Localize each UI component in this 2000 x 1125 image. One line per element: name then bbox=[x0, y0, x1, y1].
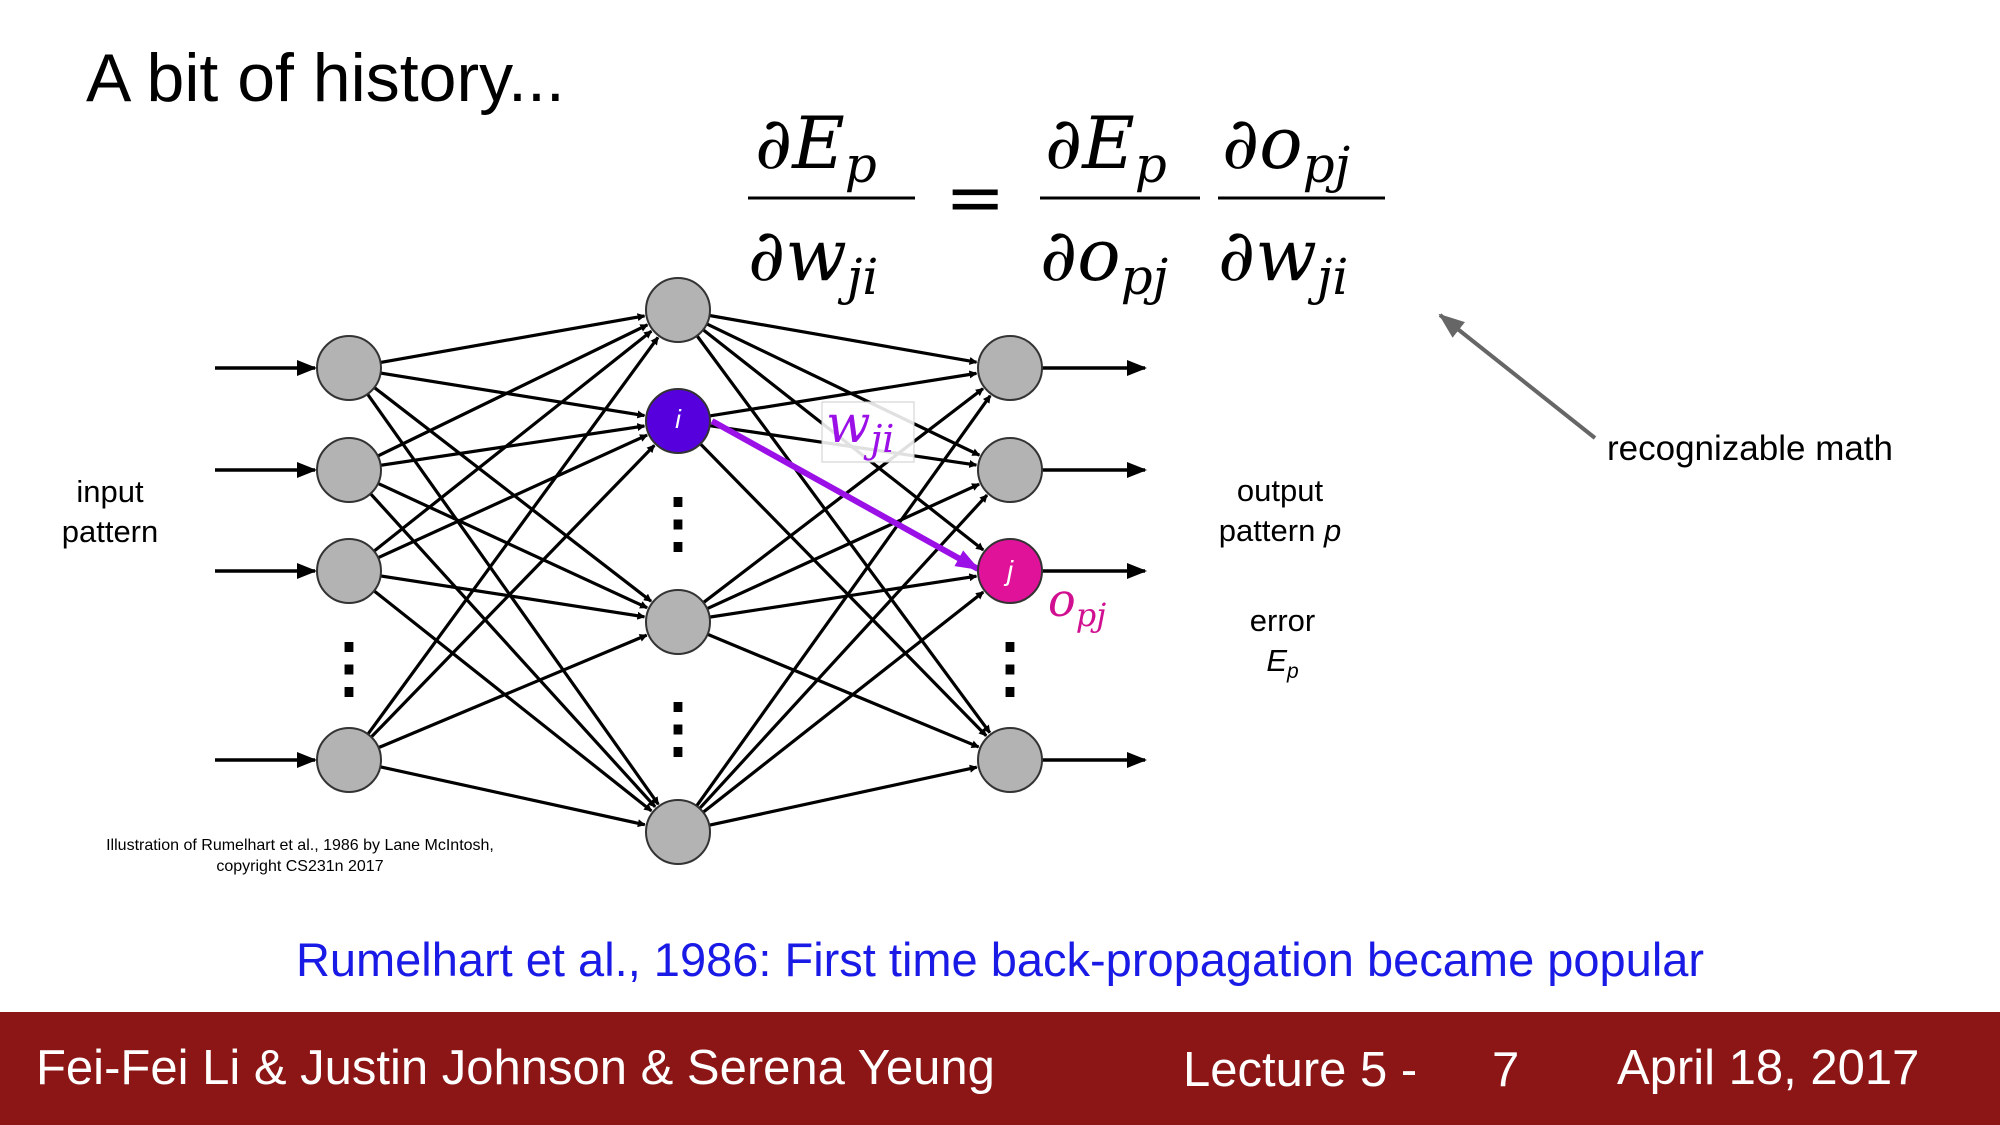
output-value-label: opj bbox=[1048, 573, 1106, 634]
edge-input2-hidden3 bbox=[373, 589, 653, 813]
equation-lhs-numerator: ∂Ep bbox=[755, 101, 877, 194]
hidden-node-0 bbox=[645, 277, 711, 343]
illustration-credit: Illustration of Rumelhart et al., 1986 b… bbox=[80, 835, 520, 877]
equation-r2-denominator: ∂wji bbox=[1218, 213, 1348, 306]
output-label-line2: pattern bbox=[1218, 513, 1316, 548]
edge-hidden2-output1 bbox=[706, 482, 980, 611]
annotation-label: recognizable math bbox=[1607, 429, 1893, 468]
hidden-node-i-label: i bbox=[675, 404, 682, 434]
output-node-j-label: j bbox=[1003, 555, 1014, 586]
edge-hidden0-output0 bbox=[709, 313, 978, 365]
network-nodes bbox=[316, 277, 1043, 865]
edge-hidden2-output3 bbox=[706, 632, 980, 749]
output-label-line2-row: pattern p bbox=[1180, 511, 1380, 551]
edge-input0-hidden0 bbox=[380, 313, 646, 365]
footer-page-number: 7 bbox=[1492, 1043, 1520, 1097]
error-var: E bbox=[1266, 643, 1287, 678]
edge-hidden3-output3 bbox=[708, 764, 978, 827]
edge-hidden3-output0 bbox=[695, 394, 992, 807]
edge-input3-hidden2 bbox=[377, 633, 648, 750]
output-node-3 bbox=[977, 727, 1043, 793]
ellipsis-group: ⋮ ⋮ ⋮ ⋮ bbox=[316, 483, 1043, 766]
equation-lhs-denominator: ∂wji bbox=[748, 213, 878, 306]
error-var-sub: p bbox=[1287, 660, 1299, 684]
annotation-arrow bbox=[1438, 313, 1597, 440]
input-ellipsis: ⋮ bbox=[316, 628, 382, 706]
input-label-line2: pattern bbox=[61, 514, 159, 549]
weight-label: wji bbox=[826, 395, 894, 461]
hidden-node-3 bbox=[645, 799, 711, 865]
edge-hidden3-output2 bbox=[702, 590, 985, 814]
edge-input2-hidden1 bbox=[377, 433, 648, 560]
edge-hidden0-output1 bbox=[706, 322, 981, 457]
error-var-row: Ep bbox=[1220, 641, 1345, 692]
edge-input2-hidden0 bbox=[373, 329, 653, 553]
footer-lecture: Lecture 5 - bbox=[1183, 1043, 1418, 1097]
edge-hidden3-output1 bbox=[698, 493, 989, 810]
hidden-ellipsis-lower: ⋮ bbox=[645, 688, 711, 766]
weight-arrow bbox=[710, 418, 980, 572]
input-node-2 bbox=[316, 538, 382, 604]
input-node-1 bbox=[316, 437, 382, 503]
hidden-node-2 bbox=[645, 589, 711, 655]
footer-date: April 18, 2017 bbox=[1617, 1041, 1920, 1095]
output-ellipsis: ⋮ bbox=[977, 628, 1043, 706]
input-pattern-label: input pattern bbox=[40, 472, 180, 552]
edge-input1-hidden0 bbox=[377, 323, 649, 458]
equals-sign: = bbox=[945, 155, 1005, 239]
io-arrows bbox=[215, 360, 1147, 768]
input-node-3 bbox=[316, 727, 382, 793]
edge-hidden1-output3 bbox=[699, 442, 988, 737]
output-node-j bbox=[977, 538, 1043, 604]
weight-label-box bbox=[821, 401, 915, 463]
credit-line1: Illustration of Rumelhart et al., 1986 b… bbox=[106, 837, 494, 854]
hidden-node-i bbox=[645, 388, 711, 454]
output-node-1 bbox=[977, 437, 1043, 503]
edge-hidden1-output0 bbox=[709, 370, 978, 418]
output-node-0 bbox=[977, 335, 1043, 401]
output-pattern-label: output pattern p bbox=[1180, 471, 1380, 551]
input-label-line1: input bbox=[76, 474, 144, 509]
citation-footnote: Rumelhart et al., 1986: First time back-… bbox=[295, 933, 1705, 986]
edge-hidden2-output2 bbox=[709, 573, 978, 619]
credit-line2: copyright CS231n 2017 bbox=[216, 858, 384, 875]
footer-authors: Fei-Fei Li & Justin Johnson & Serena Yeu… bbox=[36, 1041, 995, 1095]
input-node-0 bbox=[316, 335, 382, 401]
hidden-ellipsis-upper: ⋮ bbox=[645, 483, 711, 561]
edge-input0-hidden2 bbox=[373, 386, 653, 603]
edge-input3-hidden0 bbox=[366, 336, 660, 736]
edge-input0-hidden3 bbox=[366, 393, 660, 806]
edge-input0-hidden1 bbox=[380, 371, 646, 419]
error-label-text: error bbox=[1249, 603, 1316, 638]
output-pattern-var: p bbox=[1323, 513, 1342, 548]
edge-input3-hidden1 bbox=[370, 444, 656, 739]
edge-input2-hidden2 bbox=[380, 574, 646, 620]
backprop-equation: ∂Ep ∂wji = ∂Ep ∂opj ∂opj ∂wji bbox=[748, 101, 1385, 306]
equation-r1-numerator: ∂Ep bbox=[1045, 101, 1167, 194]
equation-r1-denominator: ∂opj bbox=[1040, 213, 1168, 306]
output-label-line1: output bbox=[1236, 473, 1324, 508]
edge-input1-hidden3 bbox=[369, 492, 657, 808]
footer-bar: Fei-Fei Li & Justin Johnson & Serena Yeu… bbox=[0, 1012, 2000, 1125]
edge-hidden0-output3 bbox=[695, 334, 992, 734]
edge-input1-hidden2 bbox=[377, 481, 649, 610]
error-label: error Ep bbox=[1220, 601, 1345, 692]
edge-input1-hidden1 bbox=[380, 423, 646, 467]
edge-input3-hidden3 bbox=[379, 765, 646, 828]
slide-title: A bit of history... bbox=[86, 40, 565, 116]
equation-r2-numerator: ∂opj bbox=[1222, 101, 1350, 194]
